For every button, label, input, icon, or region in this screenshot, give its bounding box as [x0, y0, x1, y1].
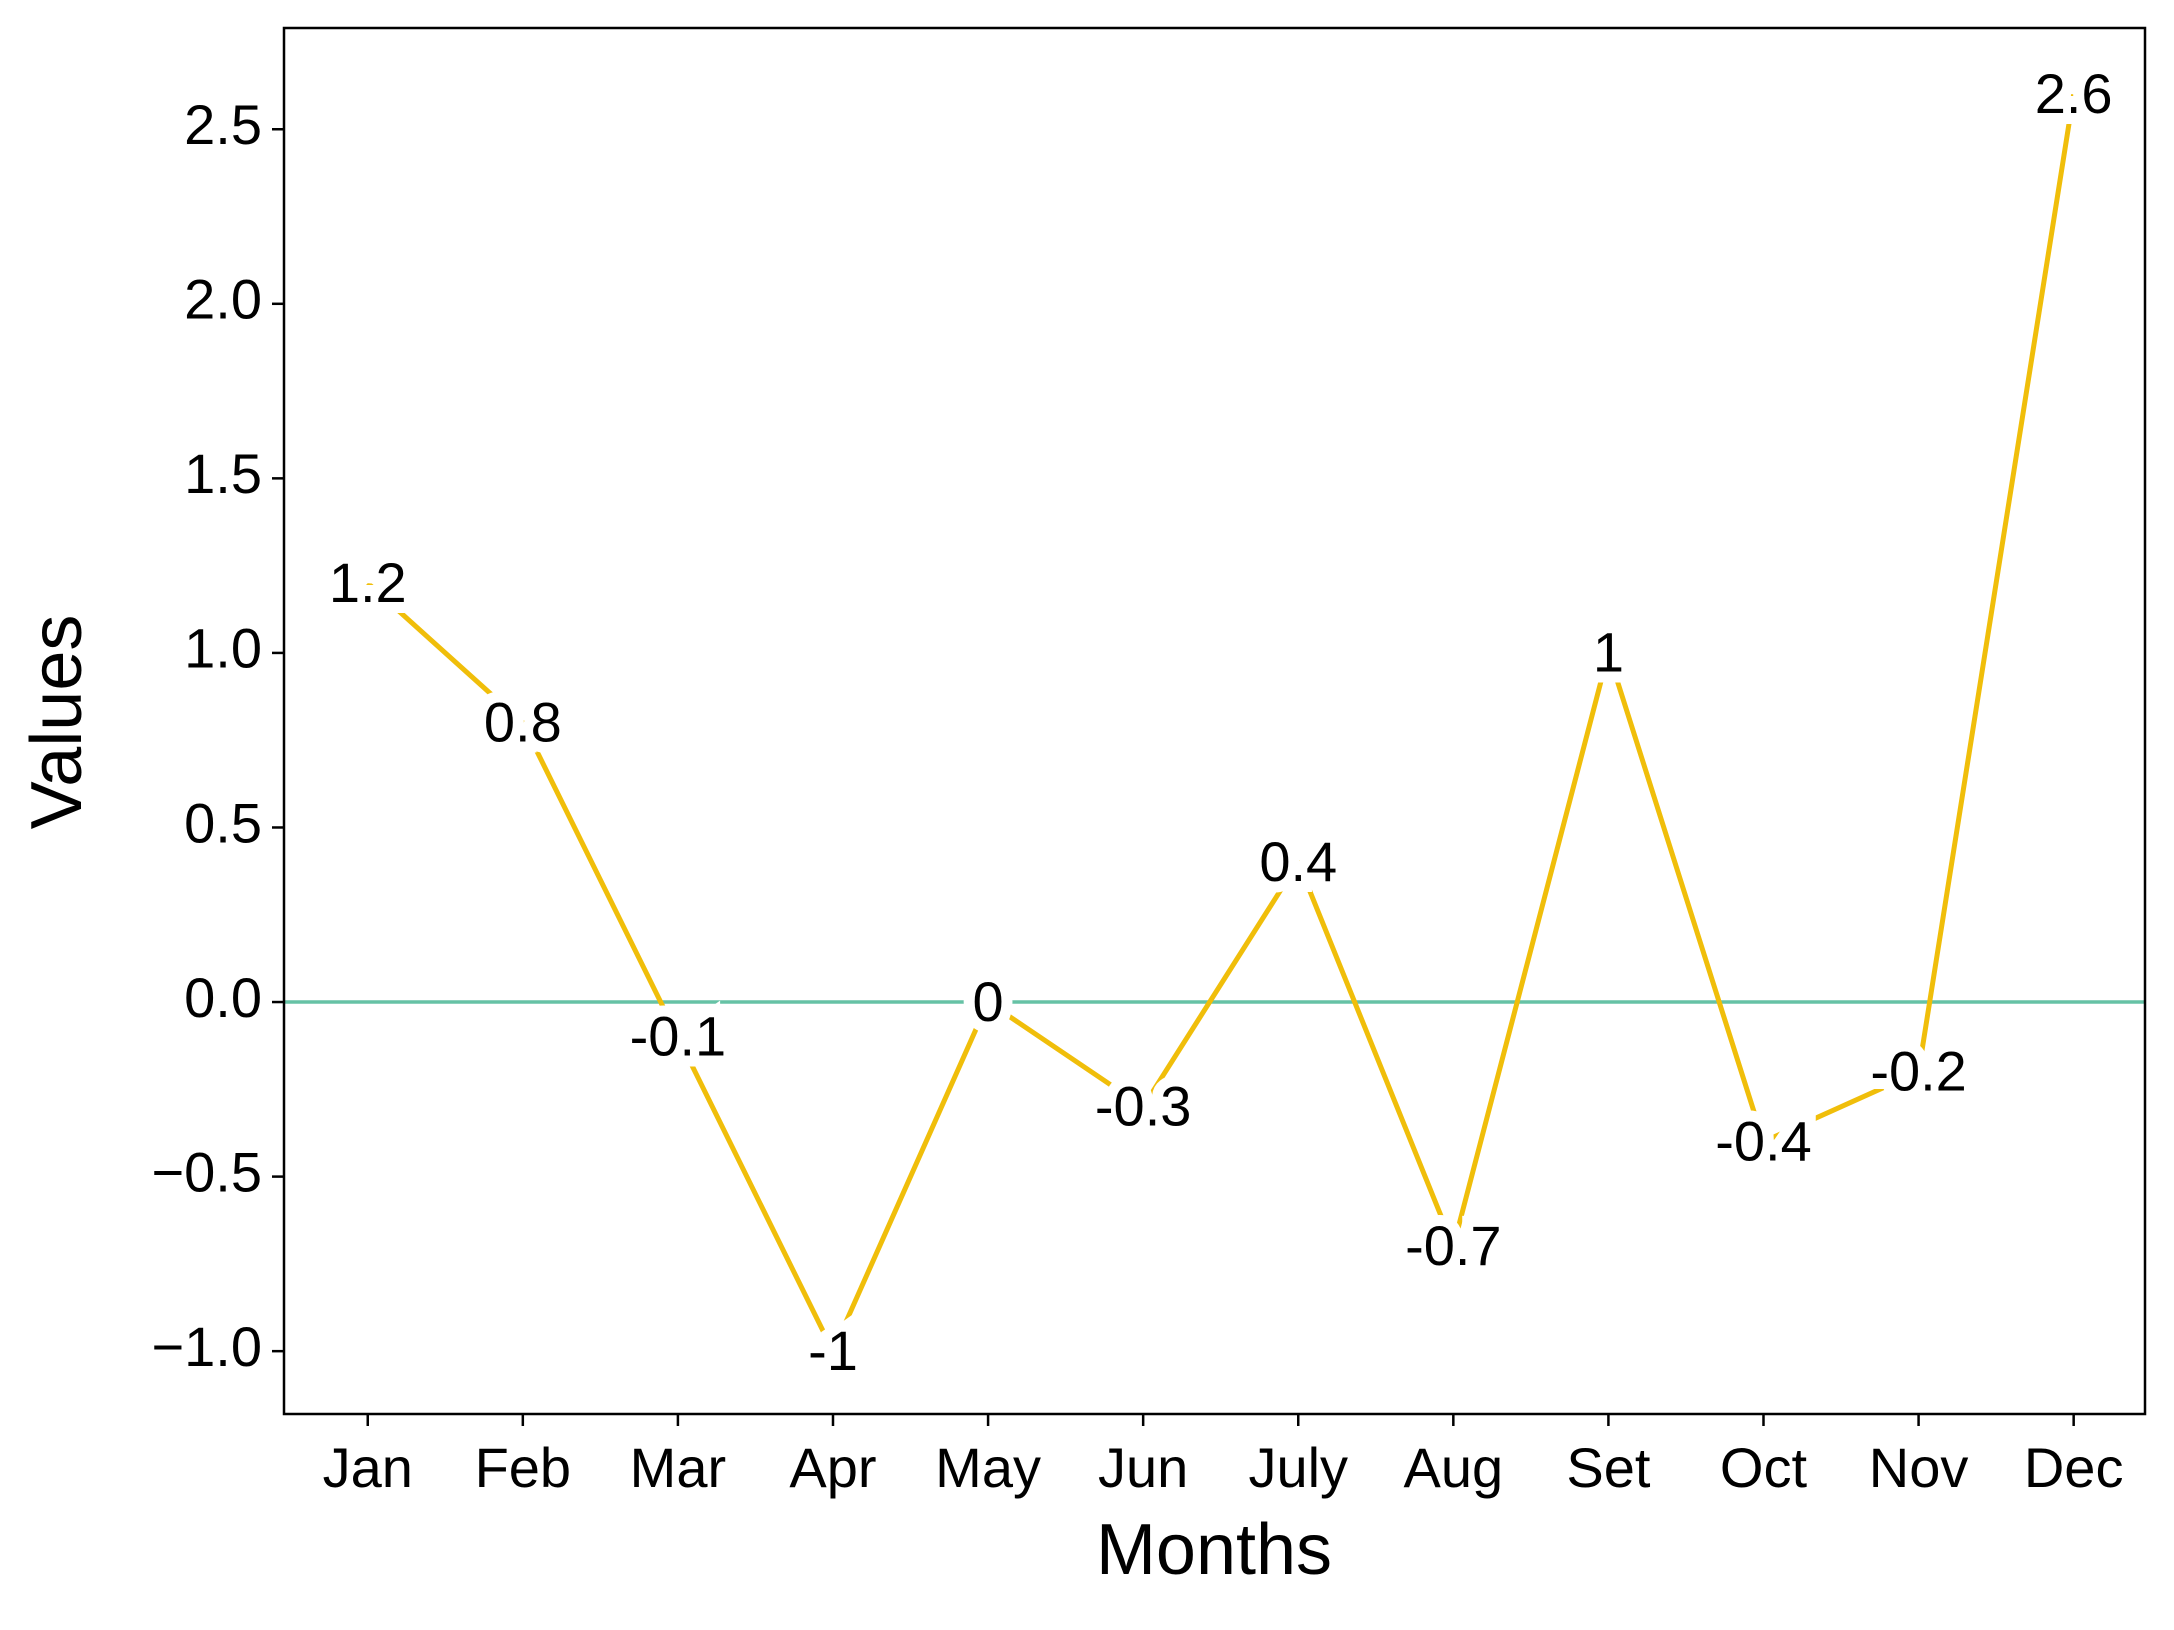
- y-tick-label: 2.0: [184, 268, 262, 331]
- x-tick-label: July: [1248, 1436, 1348, 1499]
- data-label: 0.8: [484, 691, 562, 754]
- x-tick-label: Dec: [2024, 1436, 2124, 1499]
- data-label: 1.2: [329, 551, 407, 614]
- data-label: 1: [1593, 621, 1624, 684]
- y-tick-label: 0.5: [184, 791, 262, 854]
- x-tick-label: Apr: [789, 1436, 876, 1499]
- data-line: [366, 93, 2077, 1354]
- y-tick-label: 1.0: [184, 617, 262, 680]
- data-label: -0.4: [1715, 1109, 1812, 1172]
- y-tick-label: −0.5: [151, 1140, 262, 1203]
- data-label: -1: [808, 1319, 858, 1382]
- y-tick-label: −1.0: [151, 1315, 262, 1378]
- x-tick-label: Jan: [323, 1436, 413, 1499]
- x-axis-label: Months: [1096, 1510, 1332, 1590]
- data-label: 0.4: [1259, 830, 1337, 893]
- y-axis-label: Values: [17, 615, 97, 830]
- y-tick-label: 2.5: [184, 93, 262, 156]
- data-label: 0: [973, 970, 1004, 1033]
- y-tick-label: 1.5: [184, 442, 262, 505]
- x-tick-label: Set: [1566, 1436, 1650, 1499]
- x-tick-label: Mar: [630, 1436, 726, 1499]
- data-label: -0.3: [1095, 1075, 1192, 1138]
- x-tick-label: May: [935, 1436, 1041, 1499]
- y-tick-label: 0.0: [184, 966, 262, 1029]
- data-label: -0.2: [1870, 1040, 1967, 1103]
- x-tick-label: Jun: [1098, 1436, 1188, 1499]
- x-tick-label: Feb: [475, 1436, 572, 1499]
- plot-frame: [282, 26, 2147, 1416]
- data-label: -0.7: [1405, 1214, 1502, 1277]
- data-label: 2.6: [2035, 62, 2113, 125]
- x-tick-label: Oct: [1720, 1436, 1808, 1499]
- x-tick-label: Aug: [1404, 1436, 1504, 1499]
- x-tick-label: Nov: [1869, 1436, 1969, 1499]
- data-label: -0.1: [630, 1005, 727, 1068]
